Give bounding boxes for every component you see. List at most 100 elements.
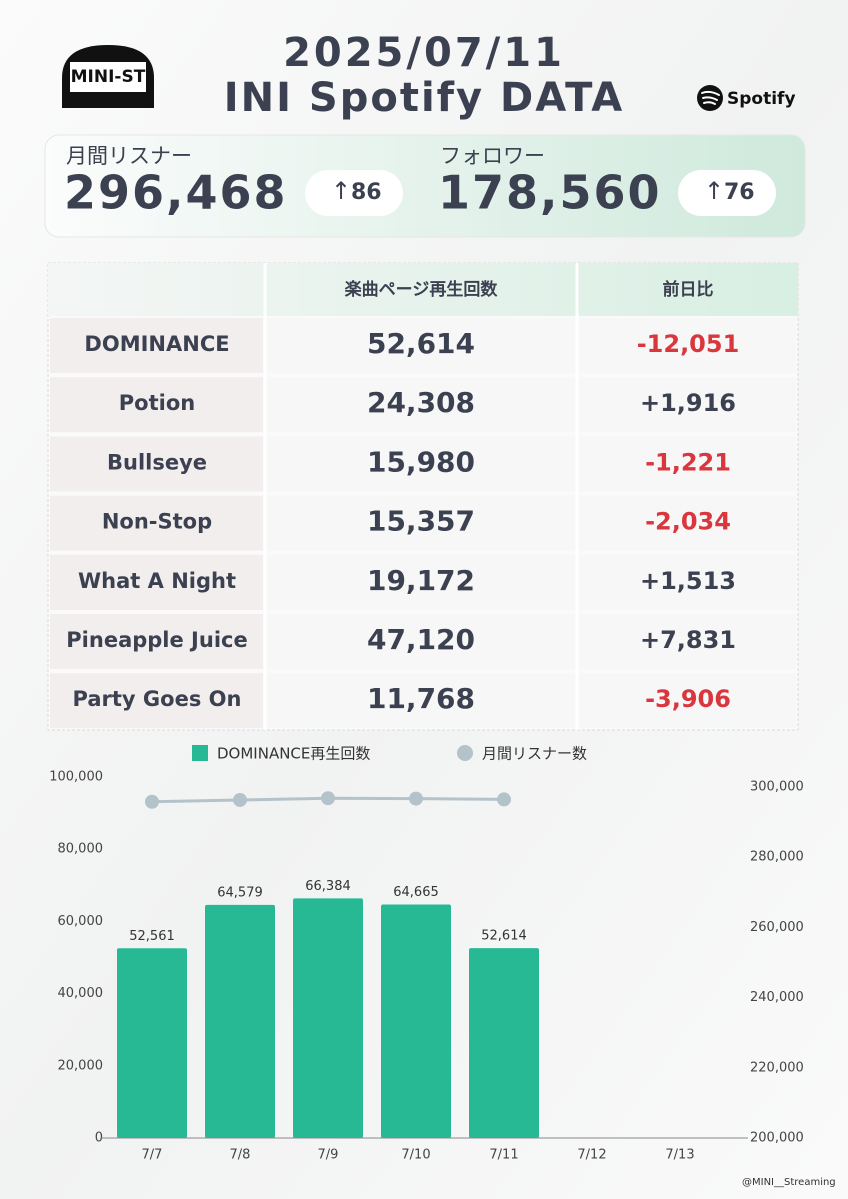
daily-change: -2,034	[645, 508, 731, 536]
value-label: 64,579	[217, 885, 263, 900]
plays: 15,980	[367, 445, 475, 478]
legend-marker	[457, 745, 473, 761]
bar	[381, 904, 451, 1138]
plays: 52,614	[367, 327, 475, 360]
song-name: What A Night	[78, 569, 236, 593]
plays: 47,120	[367, 623, 475, 656]
up-arrow: ↑	[704, 177, 724, 205]
plays: 19,172	[367, 564, 475, 597]
value-label: 64,665	[393, 885, 439, 900]
bar	[117, 948, 187, 1138]
row-cell	[579, 377, 796, 433]
y2-tick-label: 220,000	[750, 1060, 804, 1075]
stat-change: 86	[351, 180, 382, 205]
row-cell	[267, 495, 575, 551]
x-tick-label: 7/11	[489, 1148, 518, 1163]
point	[409, 791, 423, 806]
row-label-cell	[50, 495, 263, 551]
bar	[469, 948, 539, 1138]
x-tick-label: 7/9	[318, 1148, 339, 1163]
row-label-cell	[50, 318, 263, 373]
bar	[293, 898, 363, 1138]
song-name: Potion	[119, 391, 195, 415]
point	[321, 791, 335, 806]
point	[233, 792, 247, 807]
y2-tick-label: 260,000	[750, 920, 804, 935]
change-pill	[305, 170, 403, 216]
spotify-text: Spotify	[727, 89, 796, 109]
y-tick-label: 0	[95, 1131, 103, 1146]
song-name: Party Goes On	[73, 687, 242, 711]
stat-label: 月間リスナー	[66, 144, 192, 168]
value-label: 66,384	[305, 879, 351, 894]
y2-tick-label: 200,000	[750, 1131, 804, 1146]
row-cell	[267, 318, 575, 373]
stat-label: フォロワー	[440, 144, 545, 168]
table-header	[48, 263, 798, 316]
daily-change: -3,906	[645, 685, 731, 713]
song-name: Pineapple Juice	[66, 628, 247, 652]
bar	[205, 904, 275, 1138]
stat-change: 76	[724, 180, 755, 205]
value-label: 52,614	[481, 929, 527, 944]
change-pill	[678, 170, 776, 216]
row-cell	[267, 614, 575, 669]
footer: @MINI__Streaming	[742, 1177, 836, 1188]
logo: MINI-ST	[62, 45, 154, 108]
point	[145, 794, 159, 809]
plays: 11,768	[367, 682, 475, 715]
row-label-cell	[50, 614, 263, 669]
daily-change: -1,221	[645, 448, 731, 476]
y-tick-label: 60,000	[58, 914, 104, 929]
row-cell	[579, 614, 796, 669]
x-tick-label: 7/10	[401, 1148, 430, 1163]
y-tick-label: 100,000	[49, 770, 103, 785]
song-name: Non-Stop	[102, 510, 212, 534]
column-header: 前日比	[663, 279, 714, 300]
point	[497, 792, 511, 807]
song-name: DOMINANCE	[84, 332, 229, 356]
x-tick-label: 7/12	[577, 1148, 606, 1163]
daily-change: -12,051	[637, 330, 740, 358]
y-tick-label: 40,000	[58, 986, 104, 1001]
row-cell	[579, 554, 796, 610]
row-label-cell	[50, 673, 263, 729]
row-cell	[267, 436, 575, 492]
row-cell	[579, 436, 796, 492]
x-tick-label: 7/7	[142, 1148, 163, 1163]
legend-label: DOMINANCE再生回数	[217, 745, 370, 763]
daily-change: +1,916	[640, 389, 736, 417]
row-cell	[267, 554, 575, 610]
y2-tick-label: 240,000	[750, 990, 804, 1005]
up-arrow: ↑	[331, 177, 351, 205]
row-cell	[579, 673, 796, 729]
row-label-cell	[50, 377, 263, 433]
stats-card	[44, 134, 806, 238]
daily-change: +1,513	[640, 567, 736, 595]
value-label: 52,561	[129, 929, 175, 944]
title: INI Spotify DATA	[224, 75, 625, 121]
row-label-cell	[50, 436, 263, 492]
song-name: Bullseye	[107, 450, 207, 474]
y2-tick-label: 300,000	[750, 780, 804, 795]
row-cell	[579, 495, 796, 551]
legend-label: 月間リスナー数	[482, 745, 587, 763]
y2-tick-label: 280,000	[750, 850, 804, 865]
row-cell	[267, 377, 575, 433]
x-tick-label: 7/8	[230, 1148, 251, 1163]
column-header: 楽曲ページ再生回数	[345, 279, 499, 300]
y-tick-label: 80,000	[58, 842, 104, 857]
y-tick-label: 20,000	[58, 1058, 104, 1073]
stat-value: 296,468	[64, 166, 288, 220]
row-cell	[267, 673, 575, 729]
date: 2025/07/11	[283, 30, 565, 76]
plays: 24,308	[367, 386, 475, 419]
spotify-logo: Spotify	[697, 85, 796, 111]
legend-marker	[192, 745, 208, 761]
row-cell	[579, 318, 796, 373]
plays: 15,357	[367, 505, 475, 538]
logo-text: MINI-ST	[71, 67, 146, 87]
daily-change: +7,831	[640, 626, 736, 654]
row-label-cell	[50, 554, 263, 610]
